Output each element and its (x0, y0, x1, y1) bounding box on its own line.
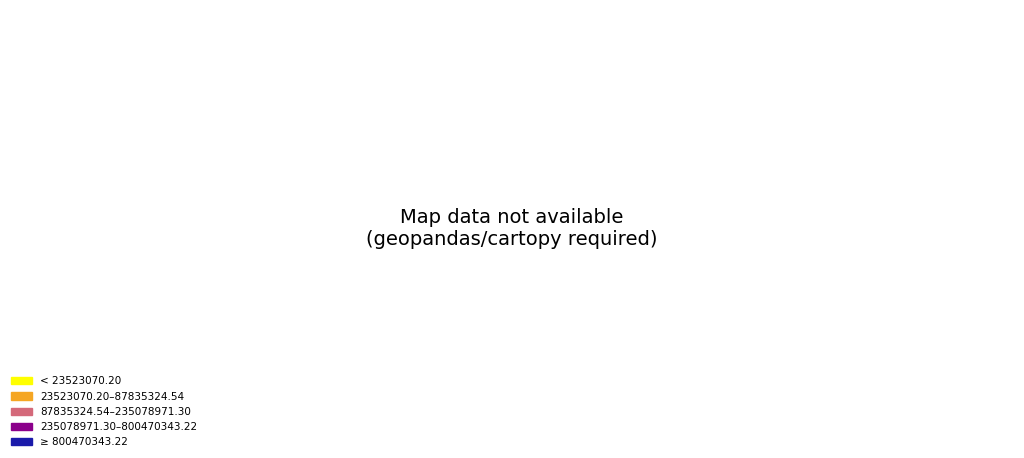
Legend: < 23523070.20, 23523070.20–87835324.54, 87835324.54–235078971.30, 235078971.30–8: < 23523070.20, 23523070.20–87835324.54, … (6, 372, 202, 452)
Text: Map data not available
(geopandas/cartopy required): Map data not available (geopandas/cartop… (367, 208, 657, 250)
